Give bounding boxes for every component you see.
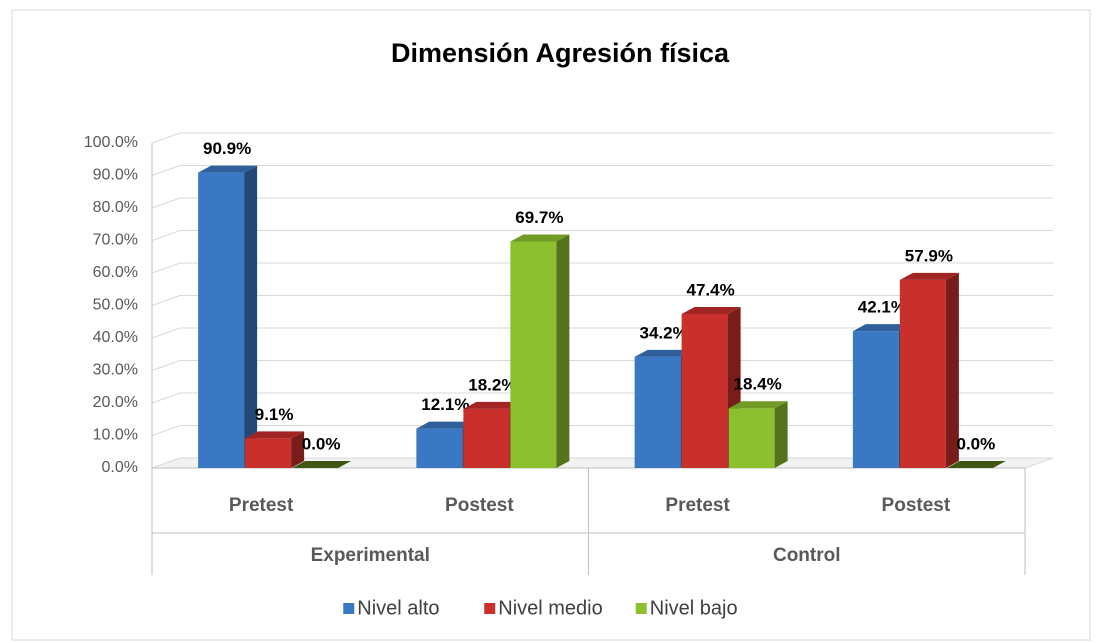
bar-side: [291, 431, 305, 468]
bar-top: [634, 349, 694, 357]
bar-top: [728, 401, 788, 409]
bar-top: [245, 431, 305, 439]
bar: [292, 461, 352, 468]
chart-title: Dimensión Agresión física: [391, 38, 730, 68]
data-label: 47.4%: [687, 280, 735, 299]
legend-swatch: [484, 603, 496, 614]
bar-top: [292, 461, 352, 468]
bar-top: [681, 306, 741, 314]
bar-side: [774, 401, 788, 468]
grid-line: [151, 230, 1053, 241]
x-tick-label: Pretest: [665, 495, 730, 516]
bar-side: [244, 165, 258, 468]
x-tick-label: Postest: [445, 495, 514, 516]
legend-swatch: [635, 603, 647, 614]
bar-front: [463, 408, 510, 468]
grid-line: [151, 197, 1053, 209]
bar-top: [416, 421, 476, 429]
legend-label: Nivel alto: [357, 597, 439, 619]
y-tick-label: 80.0%: [93, 199, 138, 216]
bar: [245, 431, 305, 468]
bar-top: [946, 461, 1006, 468]
data-label: 34.2%: [640, 323, 688, 342]
bar-front: [634, 356, 681, 468]
data-label: 57.9%: [905, 246, 953, 265]
data-label: 9.1%: [255, 405, 294, 424]
y-tick-label: 30.0%: [93, 362, 138, 379]
data-label: 90.9%: [203, 139, 251, 158]
legend-label: Nivel medio: [498, 597, 602, 619]
data-label: 18.4%: [734, 375, 782, 394]
y-tick-label: 0.0%: [102, 459, 138, 476]
data-label: 18.2%: [468, 375, 516, 394]
y-tick-label: 20.0%: [93, 394, 138, 411]
data-label: 42.1%: [858, 298, 906, 317]
data-label: 0.0%: [302, 434, 341, 453]
bar: [946, 461, 1006, 468]
bar-top: [198, 165, 258, 173]
legend-label: Nivel bajo: [650, 597, 738, 619]
y-tick-label: 60.0%: [93, 264, 138, 281]
bar-front: [416, 428, 463, 468]
bar-side: [945, 272, 959, 468]
data-label: 0.0%: [957, 434, 996, 453]
bar-front: [510, 241, 557, 468]
bar-top: [463, 401, 523, 409]
y-tick-label: 10.0%: [93, 427, 138, 444]
y-tick-label: 70.0%: [93, 232, 138, 249]
data-label: 12.1%: [421, 395, 469, 414]
group-label: Experimental: [311, 545, 430, 566]
group-label: Control: [773, 545, 841, 566]
grid-line: [151, 392, 1053, 404]
grid-line: [151, 165, 1053, 176]
bar-top: [899, 272, 959, 280]
bar: [728, 401, 788, 468]
data-label: 69.7%: [515, 208, 563, 227]
bar-front: [198, 172, 245, 468]
grid-line: [151, 262, 1053, 274]
legend-swatch: [343, 603, 355, 614]
bar-front: [852, 331, 899, 468]
grid-line: [151, 327, 1053, 339]
grid-line: [151, 360, 1053, 371]
bar-top: [852, 324, 912, 332]
x-tick-label: Pretest: [229, 495, 294, 516]
grid-line: [151, 295, 1053, 306]
bar-top: [510, 234, 570, 242]
bar-front: [899, 279, 946, 468]
grid-line: [151, 132, 1053, 144]
x-tick-label: Postest: [882, 495, 951, 516]
bar-side: [556, 234, 570, 468]
y-tick-label: 100.0%: [84, 134, 138, 151]
bar: [899, 272, 959, 468]
y-tick-label: 50.0%: [93, 297, 138, 314]
bar-front: [245, 438, 292, 468]
bar-front: [728, 408, 775, 468]
bar: [510, 234, 570, 468]
y-tick-label: 90.0%: [93, 167, 138, 184]
bar: [198, 165, 258, 468]
bar-front: [681, 313, 728, 468]
y-tick-label: 40.0%: [93, 329, 138, 346]
